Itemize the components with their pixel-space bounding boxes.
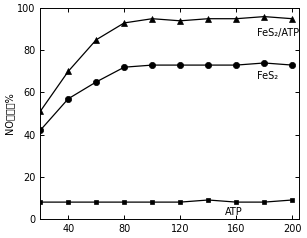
Text: ATP: ATP bbox=[225, 207, 243, 217]
Text: FeS₂: FeS₂ bbox=[257, 71, 278, 81]
Y-axis label: NO转化率%: NO转化率% bbox=[4, 93, 14, 134]
Text: FeS₂/ATP: FeS₂/ATP bbox=[257, 29, 299, 39]
